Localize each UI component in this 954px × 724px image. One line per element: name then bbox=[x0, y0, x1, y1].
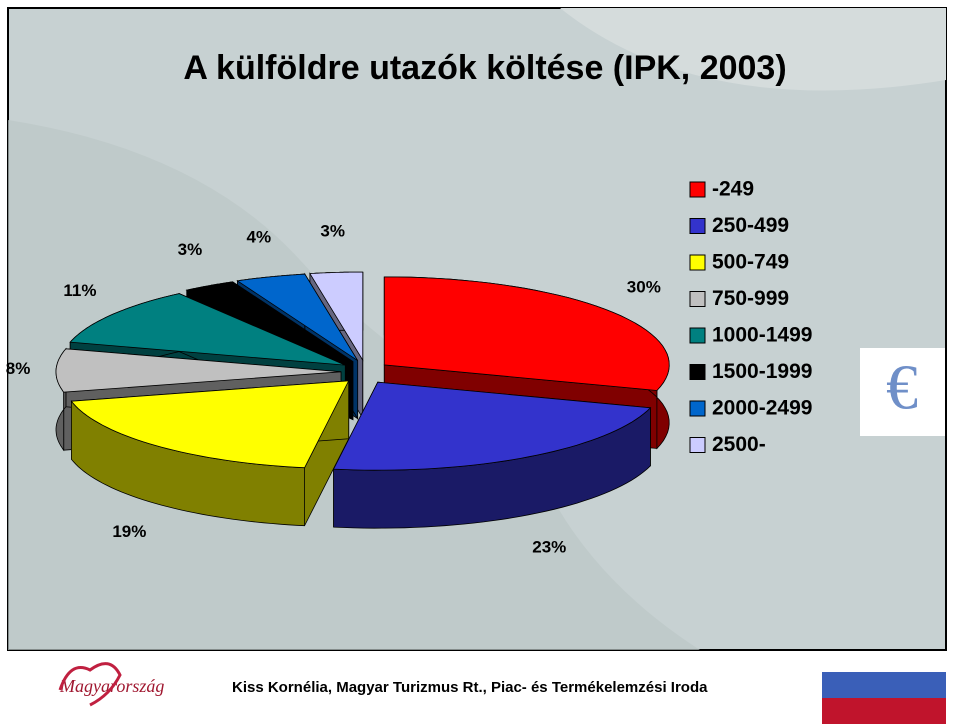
legend-swatch bbox=[689, 327, 706, 344]
data-label-value: 8 bbox=[6, 359, 15, 378]
slice-top bbox=[309, 271, 364, 362]
euro-icon: € bbox=[886, 352, 918, 423]
slice-top bbox=[69, 293, 346, 366]
data-label-unit: % bbox=[187, 241, 202, 260]
slice-top bbox=[383, 276, 670, 391]
data-label: 19% bbox=[112, 522, 146, 541]
legend-swatch bbox=[689, 437, 706, 453]
legend-label: 2000-2499 bbox=[712, 397, 812, 420]
data-label-unit: % bbox=[81, 282, 96, 301]
euro-box bbox=[860, 348, 945, 436]
data-label-value: 3 bbox=[178, 241, 187, 260]
legend-label: 750-999 bbox=[712, 287, 789, 310]
data-label-value: 19 bbox=[112, 522, 131, 541]
slice-top bbox=[185, 281, 354, 363]
slice bbox=[332, 381, 652, 529]
data-label: 23% bbox=[532, 538, 566, 557]
footer-credit: Kiss Kornélia, Magyar Turizmus Rt., Piac… bbox=[232, 679, 708, 696]
data-label: 4% bbox=[247, 228, 272, 247]
slice-top bbox=[332, 381, 652, 471]
data-label: 3% bbox=[178, 241, 203, 260]
flag-stripe bbox=[822, 672, 946, 698]
data-label-value: 30 bbox=[627, 278, 646, 297]
flag-stripe bbox=[822, 698, 946, 724]
data-label: 11% bbox=[63, 282, 96, 301]
data-label: 3% bbox=[320, 222, 345, 241]
data-label-unit: % bbox=[330, 222, 345, 241]
map-sea bbox=[560, 8, 946, 91]
data-label-value: 11 bbox=[63, 282, 81, 301]
legend-swatch bbox=[689, 218, 706, 234]
legend-swatch bbox=[689, 254, 706, 271]
legend-label: 250-499 bbox=[712, 214, 789, 237]
legend-swatch bbox=[689, 364, 706, 380]
data-label: 30% bbox=[627, 278, 661, 297]
slice-top bbox=[236, 273, 358, 361]
data-label-value: 23 bbox=[532, 538, 551, 557]
legend-label: 500-749 bbox=[712, 251, 789, 274]
data-label-unit: % bbox=[15, 359, 30, 378]
data-label-unit: % bbox=[646, 278, 661, 297]
data-label-unit: % bbox=[551, 538, 566, 557]
legend-label: 1000-1499 bbox=[712, 324, 812, 347]
legend-label: 2500- bbox=[712, 433, 766, 456]
chart-title: A külföldre utazók költése (IPK, 2003) bbox=[183, 49, 786, 87]
logo-heart bbox=[58, 662, 122, 707]
slice-top bbox=[55, 348, 342, 393]
legend-swatch bbox=[689, 181, 706, 198]
legend-label: -249 bbox=[712, 178, 754, 201]
data-label-unit: % bbox=[131, 522, 146, 541]
data-label-value: 4 bbox=[247, 228, 257, 247]
data-label-value: 3 bbox=[320, 222, 329, 241]
slice bbox=[70, 380, 350, 527]
legend-swatch bbox=[689, 400, 706, 417]
slice-top bbox=[70, 380, 350, 469]
data-label-unit: % bbox=[256, 228, 271, 247]
legend-swatch bbox=[689, 291, 706, 307]
data-label: 8% bbox=[6, 359, 31, 378]
legend-label: 1500-1999 bbox=[712, 360, 812, 383]
